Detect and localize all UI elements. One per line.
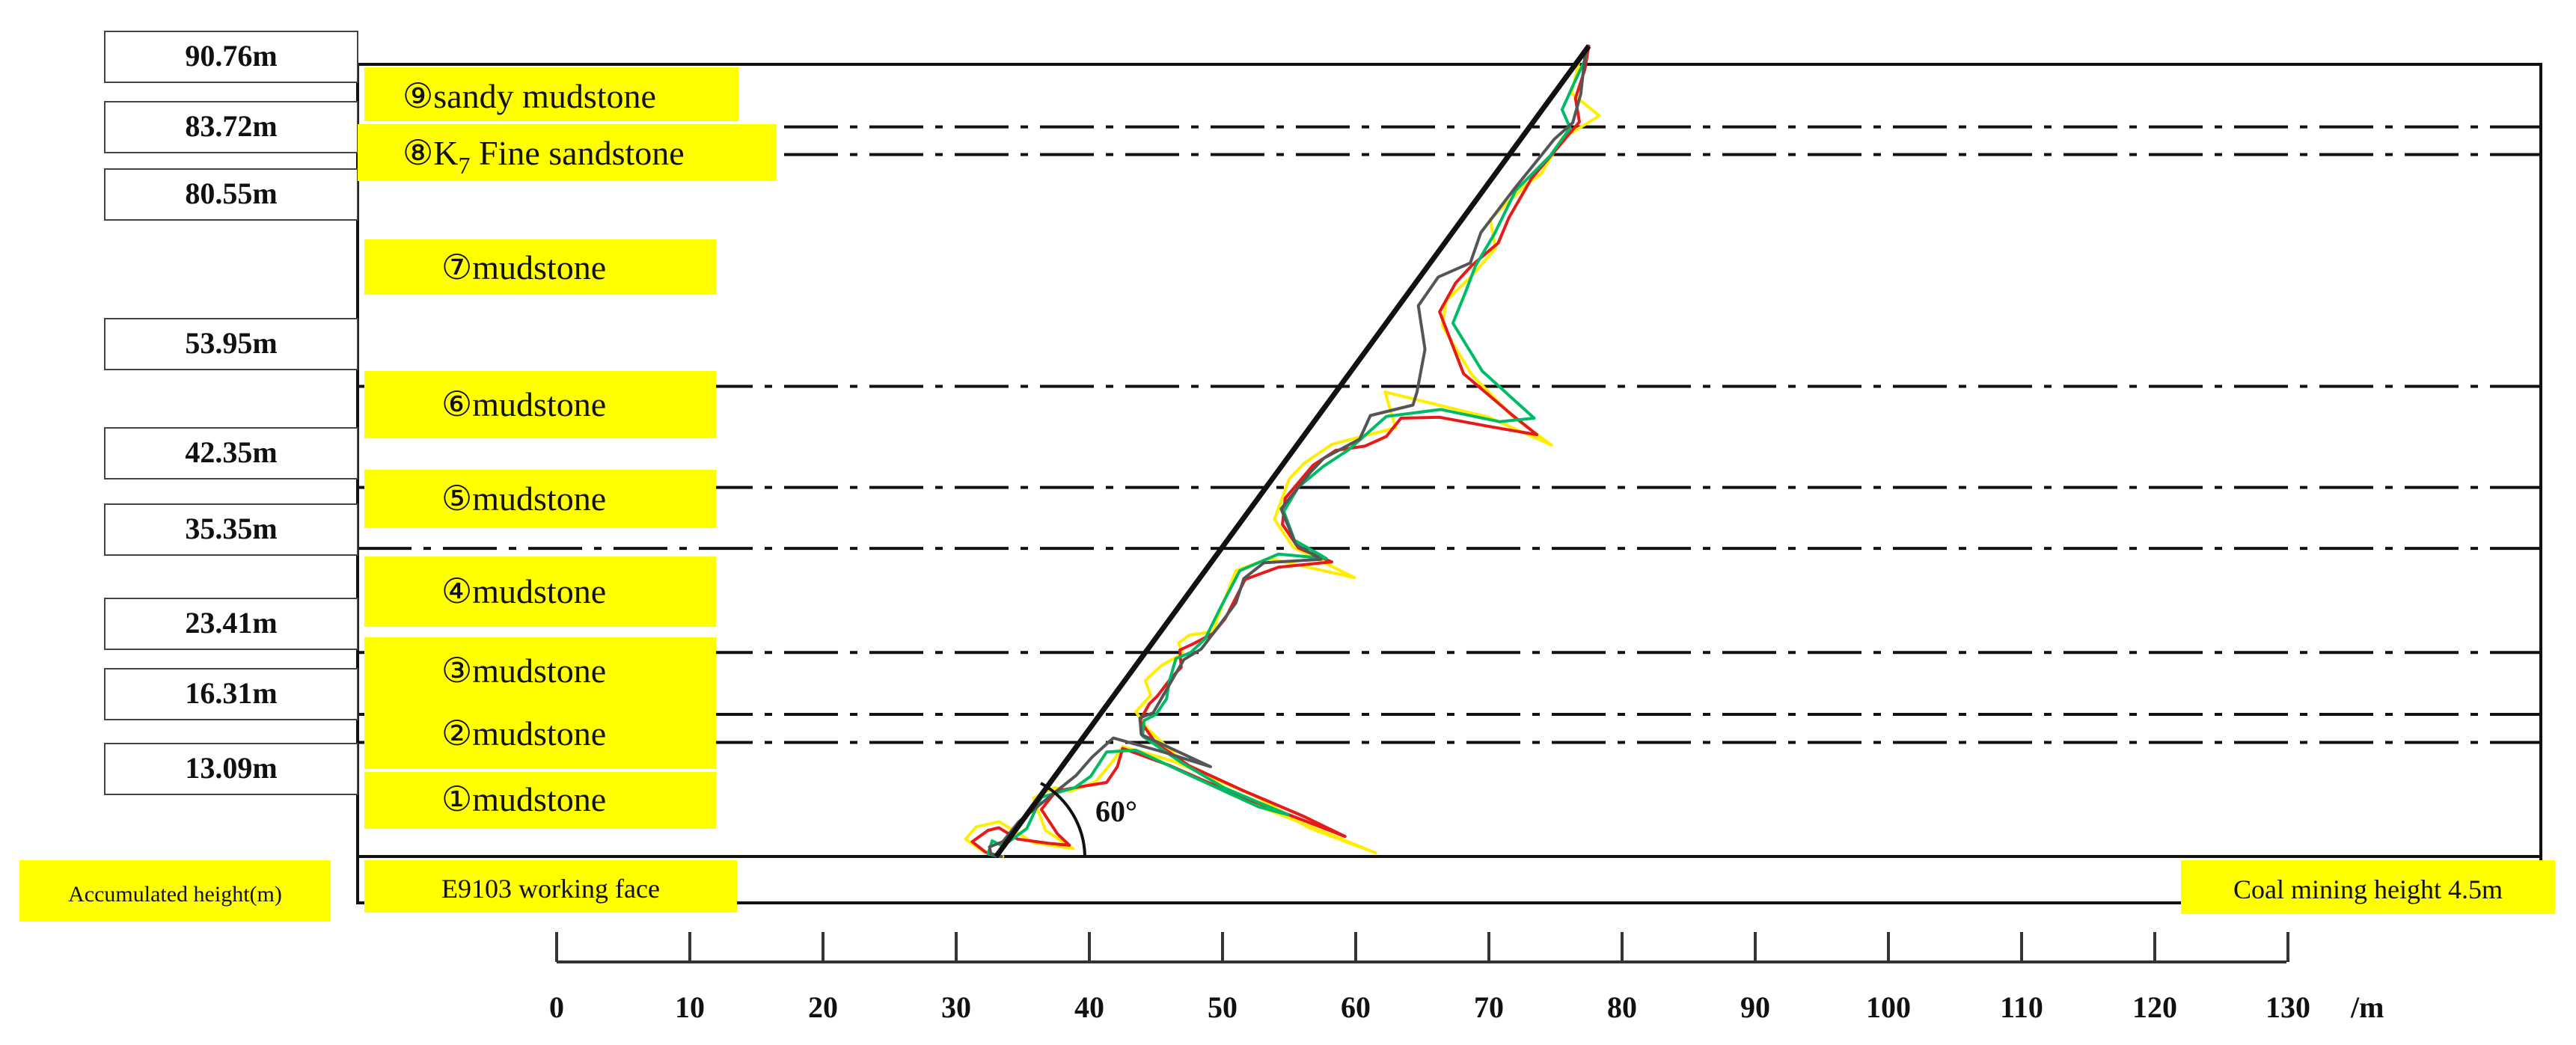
layer-name: mudstone [472,652,606,690]
working-face-text: E9103 working face [441,874,660,904]
layer-9-label: ⑨sandy mudstone [364,67,738,121]
height-box-90.76: 90.76m [104,31,358,83]
layer-3-text: ③mudstone [441,652,606,690]
layer-4-label: ④mudstone [364,557,716,627]
layer-name: mudstone [472,572,606,610]
x-axis-unit: /m [2350,990,2384,1024]
fracture-curve [986,44,1589,858]
height-label: 90.76m [185,39,277,73]
height-box-42.35: 42.35m [104,427,358,479]
layer-name: mudstone [472,714,606,753]
angle-arc [1040,782,1086,857]
layer-1-label: ①mudstone [364,772,716,829]
svg-text:⑨sandy mudstone: ⑨sandy mudstone [403,77,656,115]
height-box-80.55: 80.55m [104,168,358,221]
height-label: 83.72m [185,109,277,143]
layer-number: ⑦ [441,248,472,286]
height-box-53.95: 53.95m [104,318,358,370]
height-label: 13.09m [185,751,277,785]
x-tick-label: 20 [808,990,838,1024]
height-label: 23.41m [185,606,277,640]
height-label: 35.35m [185,512,277,545]
layer-number: ② [441,714,472,753]
x-tick-label: 60 [1341,990,1371,1024]
accumulated-height-text: Accumulated height(m) [68,882,282,907]
layer-number: ③ [441,652,472,690]
height-label: 16.31m [185,676,277,710]
height-labels: 90.76m 83.72m 80.55m 53.95m 42.35m 35.35… [104,31,358,795]
layer-name: mudstone [472,385,606,423]
layer-2-text: ②mudstone [441,714,606,753]
layer-7-label: ⑦mudstone [364,239,716,295]
layer-number: ⑤ [441,479,472,518]
layer-name-prefix: K [433,134,458,172]
x-tick-label: 70 [1474,990,1504,1024]
layer-name: sandy mudstone [433,77,656,115]
svg-text:④mudstone: ④mudstone [441,572,606,610]
layer-labels: ⑨sandy mudstone ⑧K7 Fine sandstone ⑦muds… [358,67,777,829]
layer-name-subscript: 7 [458,152,470,179]
svg-text:⑦mudstone: ⑦mudstone [441,248,606,286]
layer-number: ⑨ [403,77,433,115]
layer-number: ④ [441,572,472,610]
height-box-23.41: 23.41m [104,598,358,650]
fracture-curve [964,44,1601,858]
layer-8-label: ⑧K7 Fine sandstone [358,124,777,181]
x-tick-label: 50 [1208,990,1237,1024]
accumulated-height-label: Accumulated height(m) [19,860,331,922]
coal-height-text: Coal mining height 4.5m [2233,874,2503,904]
x-tick-label: 0 [549,990,564,1024]
x-tick-label: 30 [941,990,971,1024]
layer-6-label: ⑥mudstone [364,371,716,438]
x-tick-label: 110 [2000,990,2043,1024]
height-box-35.35: 35.35m [104,503,358,556]
x-tick-label: 10 [675,990,705,1024]
height-box-13.09: 13.09m [104,743,358,795]
layer-3-2-label-block: ③mudstone ②mudstone [364,637,716,769]
svg-text:⑤mudstone: ⑤mudstone [441,479,606,518]
height-label: 53.95m [185,326,277,360]
x-tick-label: 90 [1740,990,1770,1024]
layer-number: ⑧ [403,134,433,172]
x-tick-label: 40 [1074,990,1104,1024]
layer-name: mudstone [472,780,606,818]
fracture-curves [964,44,1601,858]
layer-name: mudstone [472,248,606,286]
fracture-angle-line [994,44,1591,859]
layer-5-label: ⑤mudstone [364,470,716,528]
svg-text:⑥mudstone: ⑥mudstone [441,385,606,423]
height-box-16.31: 16.31m [104,668,358,720]
x-tick-label: 100 [1866,990,1911,1024]
height-box-83.72: 83.72m [104,101,358,153]
height-label: 80.55m [185,177,277,210]
working-face-label: E9103 working face [364,860,737,913]
height-label: 42.35m [185,435,277,469]
fracture-curve [970,44,1591,858]
fracture-curve [988,44,1589,858]
x-tick-label: 80 [1607,990,1637,1024]
angle-label: 60° [1095,794,1137,828]
layer-name: Fine sandstone [470,134,684,172]
layer-name: mudstone [472,479,606,518]
layer-number: ① [441,780,472,818]
svg-text:①mudstone: ①mudstone [441,780,606,818]
svg-text:⑧K7 Fine sandstone: ⑧K7 Fine sandstone [403,134,685,179]
x-tick-label: 130 [2266,990,2310,1024]
x-axis: 0 10 20 30 40 50 60 70 80 90 100 110 120 130 [549,932,2310,1024]
coal-height-label: Coal mining height 4.5m [2181,860,2555,914]
x-tick-label: 120 [2132,990,2177,1024]
layer-number: ⑥ [441,385,472,423]
